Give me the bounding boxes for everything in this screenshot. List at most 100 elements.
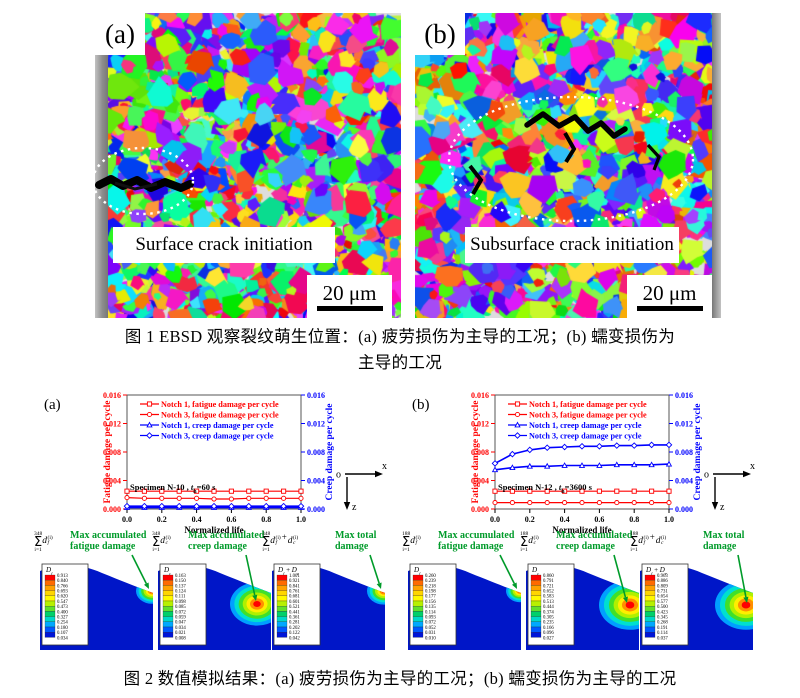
svg-text:0.218: 0.218 [425,584,436,589]
line-chart-svg-a: 0.000 0.000 0.004 0.004 0.008 0.008 0.012 0.012… [103,391,335,535]
contour-legend: Df 0.9130.8400.7660.6930.6200.5470.4730.4… [41,563,89,646]
contour-annotation-label: Max total damage [335,530,377,552]
svg-text:0.114: 0.114 [425,610,436,615]
svg-text:0.721: 0.721 [543,584,554,589]
svg-text:0.841: 0.841 [289,584,300,589]
svg-text:0.008: 0.008 [675,448,693,457]
svg-text:0.037: 0.037 [657,636,668,641]
figure1-caption-line2: 主导的工况 [358,353,442,372]
sim-panel-b: (b) 0.000 0.000 0.004 0.004 0.008 0.008 0.012 0.… [398,383,767,663]
line-chart-a: 0.000 0.000 0.004 0.004 0.008 0.008 0.012 0.012… [30,383,399,535]
svg-text:0.0: 0.0 [122,515,132,524]
specimen-edge-strip-b [712,13,721,318]
svg-text:0.281: 0.281 [289,621,300,626]
svg-text:0.4: 0.4 [560,515,570,524]
svg-text:0.004: 0.004 [103,476,121,485]
contour-legend: Df 0.2600.2390.2180.1980.1770.1560.1350.1… [409,563,457,646]
panel-tag-a: (a) [95,13,145,55]
svg-text:0.235: 0.235 [543,621,554,626]
svg-text:0.198: 0.198 [425,590,436,595]
svg-text:0.652: 0.652 [543,590,554,595]
svg-text:0.8: 0.8 [261,515,271,524]
line-chart-svg-b: 0.000 0.000 0.004 0.004 0.008 0.008 0.012 0.012… [471,391,703,535]
svg-text:Notch 3, creep damage per cycl: Notch 3, creep damage per cycle [529,431,642,440]
svg-text:0.180: 0.180 [57,626,68,631]
scale-bar-b: 20 μm [627,275,712,318]
svg-text:1.0: 1.0 [664,515,674,524]
svg-text:0.886: 0.886 [657,579,668,584]
svg-text:Fatigue damage per cycle: Fatigue damage per cycle [103,401,113,504]
svg-text:0.008: 0.008 [103,448,121,457]
svg-text:Notch 3, fatigue damage per cy: Notch 3, fatigue damage per cycle [161,410,279,419]
svg-text:0.583: 0.583 [543,595,554,600]
svg-text:0.000: 0.000 [675,505,693,514]
figure2-panel-letter-b: (b) [412,397,430,413]
svg-text:1.0: 1.0 [296,515,306,524]
crack-region-ellipse-b [447,95,695,223]
svg-text:0.096: 0.096 [543,631,554,636]
scale-bar-a: 20 μm [307,275,392,318]
subsurface-crack-path-2 [563,132,577,164]
svg-text:0.016: 0.016 [471,391,489,400]
svg-text:Df + Dc: Df + Dc [277,566,299,576]
svg-text:0.135: 0.135 [425,605,436,610]
svg-text:0.012: 0.012 [471,419,489,428]
svg-text:0.052: 0.052 [425,626,436,631]
svg-text:0.473: 0.473 [57,605,68,610]
svg-text:0.620: 0.620 [57,595,68,600]
svg-text:0.791: 0.791 [543,579,554,584]
svg-text:0.016: 0.016 [103,391,121,400]
svg-text:0.031: 0.031 [425,631,436,636]
svg-text:0.191: 0.191 [657,626,668,631]
contour-legend: Dc0.1630.1500.1370.1240.1110.0980.0850.0… [159,563,207,646]
svg-text:0.093: 0.093 [425,616,436,621]
svg-text:Notch 1, creep damage per cycl: Notch 1, creep damage per cycle [161,421,274,430]
svg-text:0.107: 0.107 [57,631,68,636]
svg-text:0.042: 0.042 [289,636,300,641]
svg-text:0.111: 0.111 [175,595,186,600]
damage-contour-b3: Df + Dc0.9630.8860.8090.7310.6540.5770.5… [640,563,753,650]
svg-text:Specimen N-12 , th=3600 s: Specimen N-12 , th=3600 s [498,482,593,495]
contour-annotation-label: Max total damage [703,530,745,552]
svg-text:0.400: 0.400 [57,610,68,615]
crack-annotation-overlay-b [447,95,695,223]
svg-text:0.913: 0.913 [57,574,68,579]
scale-bar-b-text: 20 μm [642,280,697,305]
svg-text:x: x [750,461,755,472]
damage-contour-b1: Df 0.2600.2390.2180.1980.1770.1560.1350.1… [408,563,521,650]
ebsd-grain-canvas-a [95,13,401,318]
svg-text:0.012: 0.012 [675,419,693,428]
contour-annotation-label: Max accumulated creep damage [188,530,265,552]
svg-text:Notch 1, creep damage per cycl: Notch 1, creep damage per cycle [529,421,642,430]
svg-text:0.010: 0.010 [425,636,436,641]
specimen-edge-strip [95,13,108,318]
contour-legend: Dc0.8600.7910.7210.6520.5830.5130.4440.3… [527,563,575,646]
svg-text:Normalized life: Normalized life [184,525,243,535]
svg-text:0.122: 0.122 [289,631,300,636]
svg-text:0.577: 0.577 [657,600,668,605]
svg-text:0.156: 0.156 [425,600,436,605]
svg-text:o: o [704,470,709,481]
svg-text:0.441: 0.441 [289,610,300,615]
svg-text:0.2: 0.2 [525,515,535,524]
contour-annotation-label: Max accumulated fatigue damage [438,530,515,552]
damage-contour-a1: Df 0.9130.8400.7660.6930.6200.5470.4730.4… [40,563,153,650]
svg-text:0.4: 0.4 [192,515,202,524]
surface-crack-path [95,175,194,192]
svg-text:0.239: 0.239 [425,579,436,584]
panel-tag-a-text: (a) [105,18,135,49]
svg-text:0.809: 0.809 [657,584,668,589]
svg-text:Df: Df [413,566,421,576]
coordinate-axes-icon-b: o x z [704,461,755,513]
damage-hotspot [715,580,753,630]
svg-text:o: o [336,470,341,481]
crack-region-ellipse [95,146,195,216]
sim-panel-a: (a) 0.000 0.000 0.004 0.004 0.008 0.008 0.012 0.… [30,383,399,663]
svg-text:0.150: 0.150 [175,579,186,584]
